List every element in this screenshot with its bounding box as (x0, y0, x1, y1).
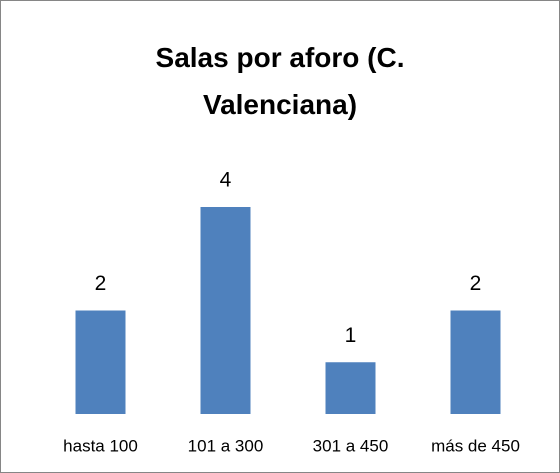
bar (200, 207, 251, 414)
data-label: 4 (220, 169, 232, 192)
bar (75, 310, 126, 414)
data-label: 2 (95, 272, 107, 295)
chart-title: Salas por aforo (C. Valenciana) (155, 42, 405, 120)
x-tick-label: más de 450 (431, 436, 520, 455)
data-label: 2 (470, 272, 482, 295)
x-tick-label: 101 a 300 (188, 436, 264, 455)
data-label: 1 (345, 324, 357, 347)
x-tick-label: hasta 100 (63, 436, 138, 455)
x-tick-label: 301 a 450 (313, 436, 389, 455)
bar (325, 362, 376, 414)
bar (450, 310, 501, 414)
